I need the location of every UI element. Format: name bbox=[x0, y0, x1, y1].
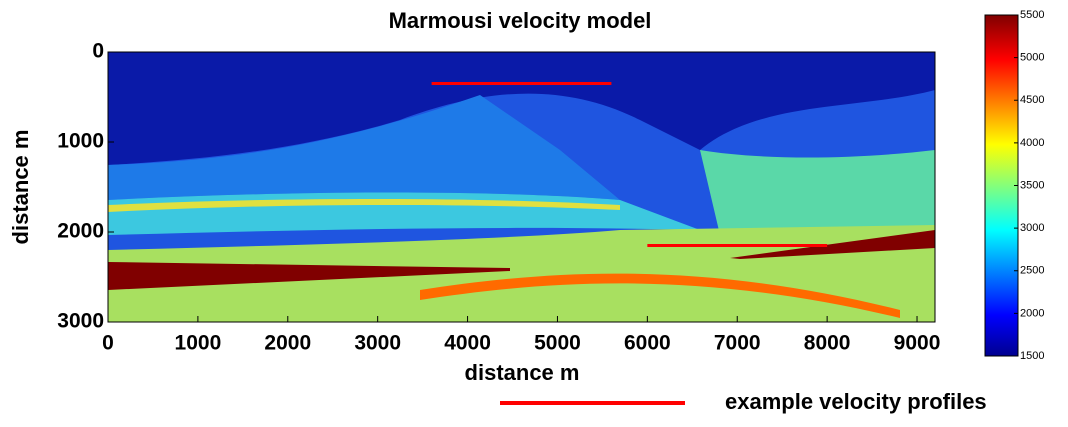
x-tick-label: 1000 bbox=[175, 332, 222, 355]
colorbar-tick-label: 5000 bbox=[1020, 52, 1044, 64]
colorbar-tick-label: 4000 bbox=[1020, 137, 1044, 149]
colorbar-tick-label: 4500 bbox=[1020, 94, 1044, 106]
x-axis-label: distance m bbox=[465, 360, 580, 385]
x-tick-label: 4000 bbox=[444, 332, 491, 355]
colorbar-tick-label: 2000 bbox=[1020, 307, 1044, 319]
x-tick-label: 6000 bbox=[624, 332, 671, 355]
velocity-field bbox=[108, 52, 935, 322]
x-tick-label: 7000 bbox=[714, 332, 761, 355]
x-tick-label: 0 bbox=[102, 332, 114, 355]
x-tick-label: 9000 bbox=[894, 332, 941, 355]
x-tick-label: 3000 bbox=[354, 332, 401, 355]
colorbar-tick-label: 1500 bbox=[1020, 350, 1044, 362]
colorbar-tick-label: 3500 bbox=[1020, 179, 1044, 191]
y-tick-label: 0 bbox=[92, 40, 104, 63]
y-tick-label: 1000 bbox=[57, 130, 104, 153]
y-tick-label: 3000 bbox=[57, 310, 104, 333]
colorbar-tick-label: 2500 bbox=[1020, 265, 1044, 277]
plot-frame bbox=[107, 51, 936, 323]
x-tick-label: 2000 bbox=[264, 332, 311, 355]
y-axis-label: distance m bbox=[8, 130, 33, 245]
legend-label: example velocity profiles bbox=[725, 389, 987, 414]
colorbar-tick-label: 3000 bbox=[1020, 222, 1044, 234]
colorbar-tick-label: 5500 bbox=[1020, 9, 1044, 21]
chart-title: Marmousi velocity model bbox=[389, 8, 652, 33]
colorbar bbox=[984, 14, 1019, 357]
x-tick-label: 5000 bbox=[534, 332, 581, 355]
x-tick-label: 8000 bbox=[804, 332, 851, 355]
y-tick-label: 2000 bbox=[57, 220, 104, 243]
